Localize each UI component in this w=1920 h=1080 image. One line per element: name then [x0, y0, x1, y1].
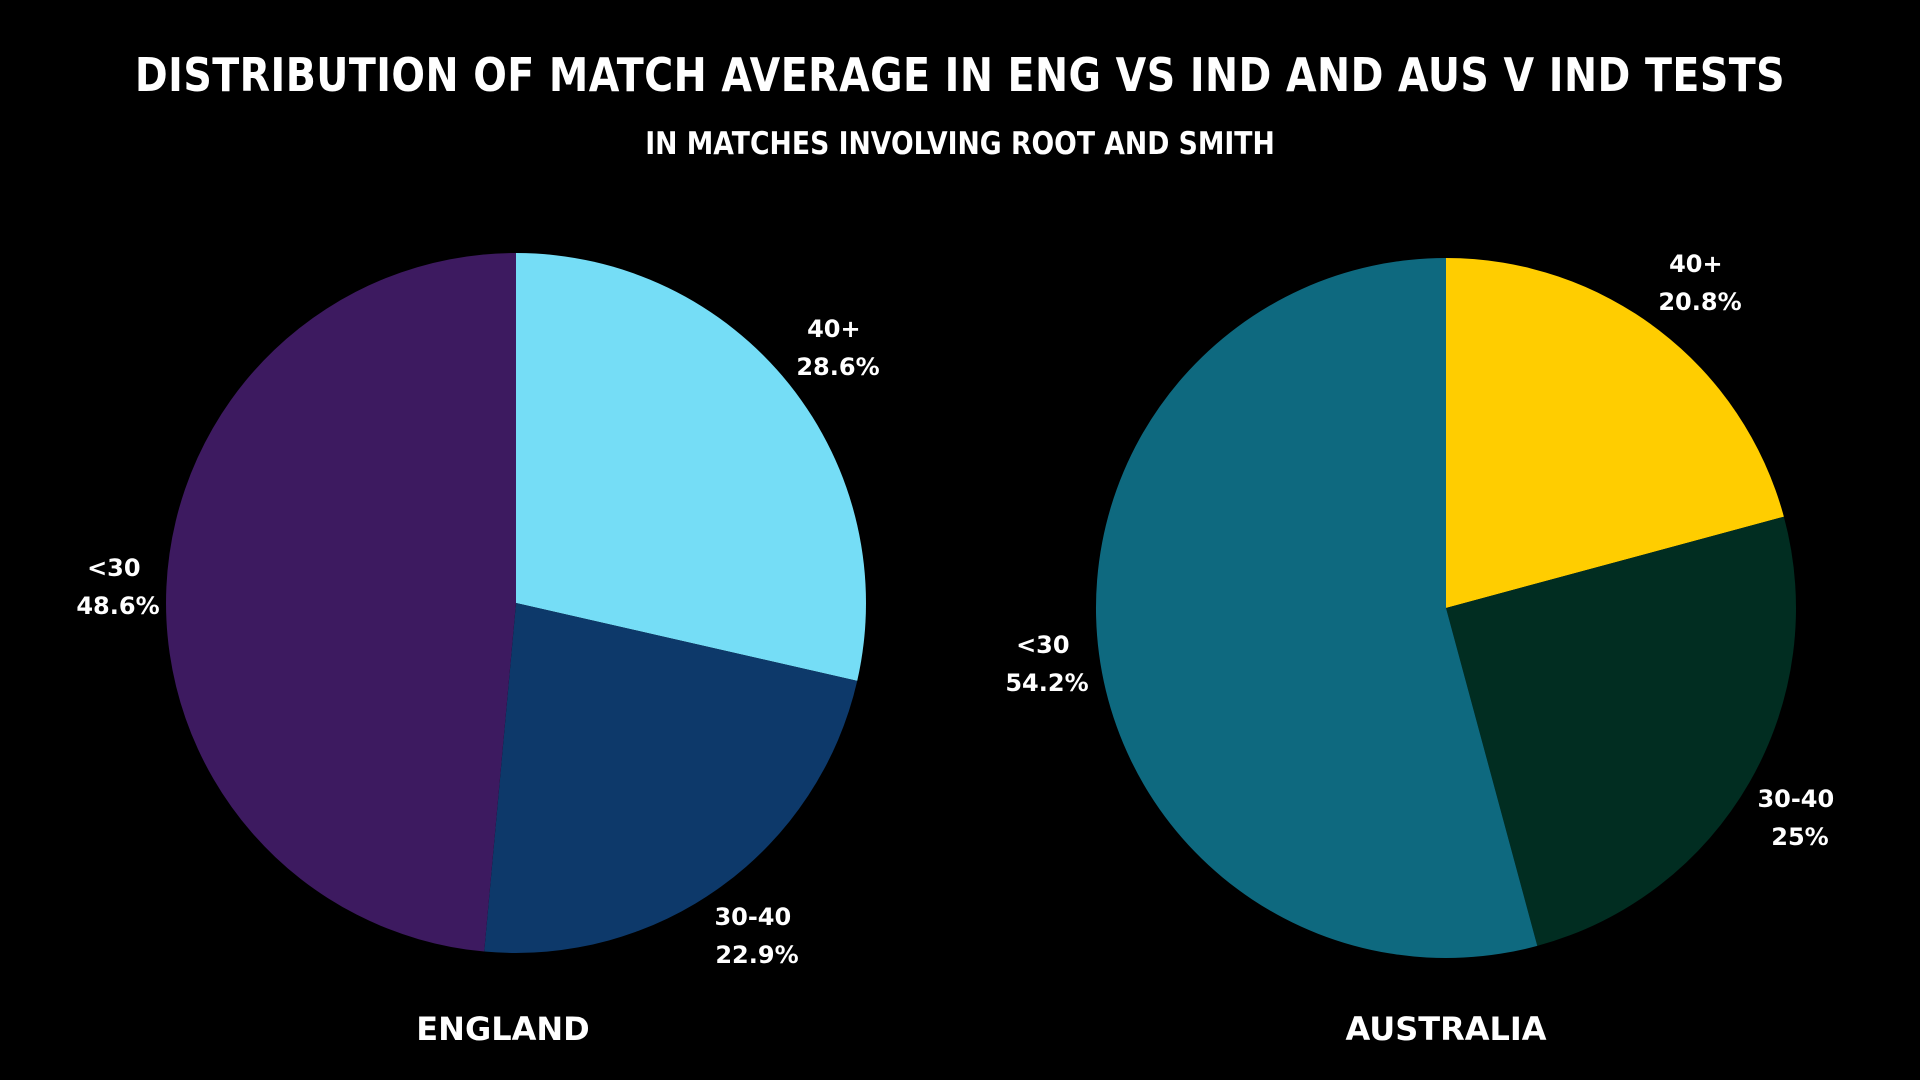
england-slice-label-under30: <30 48.6%	[76, 554, 159, 620]
pie-australia: 40+ 20.8% 30-40 25% <30 54.2% AUSTRALIA	[1005, 250, 1842, 1048]
england-slice-40plus	[516, 253, 866, 681]
australia-slice-label-30-40: 30-40 25%	[1757, 785, 1842, 851]
england-slice-label-40plus: 40+ 28.6%	[796, 315, 879, 381]
australia-slice-label-under30: <30 54.2%	[1005, 631, 1088, 697]
england-slice-under30	[166, 253, 516, 952]
chart-subtitle: IN MATCHES INVOLVING ROOT AND SMITH	[645, 126, 1275, 162]
pie-england: 40+ 28.6% 30-40 22.9% <30 48.6% ENGLAND	[76, 253, 880, 1048]
australia-slice-under30	[1095, 258, 1538, 958]
england-chart-label: ENGLAND	[416, 1010, 589, 1048]
england-slice-30-40	[484, 603, 858, 953]
australia-slice-40plus	[1446, 258, 1784, 608]
australia-slice-label-40plus: 40+ 20.8%	[1658, 250, 1741, 316]
australia-chart-label: AUSTRALIA	[1345, 1010, 1546, 1048]
chart-title: DISTRIBUTION OF MATCH AVERAGE IN ENG VS …	[134, 48, 1786, 102]
england-slice-label-30-40: 30-40 22.9%	[714, 903, 799, 969]
australia-slice-30-40	[1446, 516, 1796, 946]
